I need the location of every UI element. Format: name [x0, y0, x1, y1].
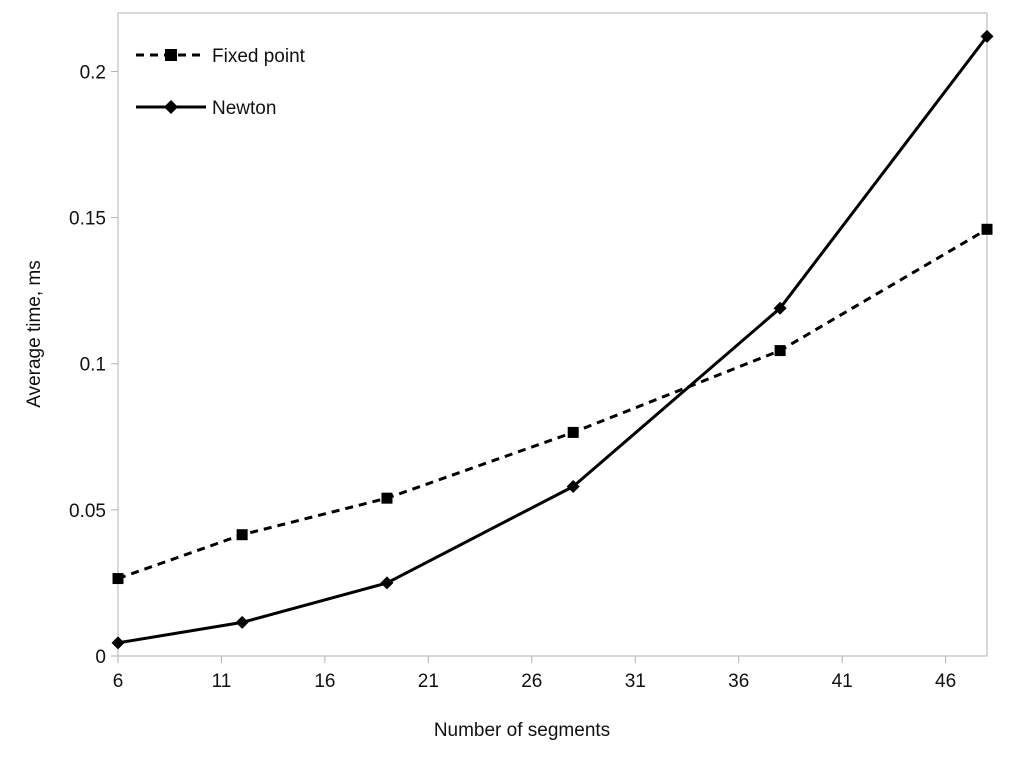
data-point [774, 345, 786, 357]
data-point [236, 529, 248, 541]
data-point [381, 492, 393, 504]
legend-item: Newton [136, 98, 276, 119]
data-point [235, 615, 249, 629]
x-tick-label: 26 [521, 671, 542, 692]
data-point [566, 479, 580, 493]
series-2 [111, 29, 994, 650]
x-tick-label: 16 [314, 671, 335, 692]
legend-label: Newton [212, 98, 276, 119]
series-layer [111, 29, 994, 650]
legend-item: Fixed point [136, 46, 306, 67]
y-axis: 0 0.05 0.1 0.15 0.2 [69, 62, 118, 668]
y-tick-label: 0.1 [80, 355, 106, 376]
plot-area [117, 12, 988, 657]
y-axis-title: Average time, ms [24, 260, 45, 407]
legend-label: Fixed point [212, 46, 306, 67]
x-tick-label: 36 [728, 671, 749, 692]
series-1 [112, 223, 993, 585]
legend-marker [164, 100, 178, 114]
series-line [117, 227, 988, 580]
x-tick-label: 41 [832, 671, 853, 692]
x-tick-label: 11 [212, 671, 232, 692]
y-tick-label: 0.2 [80, 62, 106, 83]
data-point [773, 301, 787, 315]
y-tick-label: 0.05 [69, 501, 106, 522]
legend-marker [165, 49, 177, 61]
data-point [111, 636, 125, 650]
series-line [117, 35, 989, 645]
data-point [380, 576, 394, 590]
x-tick-label: 46 [935, 671, 956, 692]
x-tick-label: 6 [113, 671, 124, 692]
data-point [980, 29, 994, 43]
legend: Fixed point Newton [136, 46, 306, 119]
y-tick-label: 0 [95, 647, 106, 668]
x-axis: 6 11 16 21 26 31 36 41 46 [113, 656, 956, 692]
data-point [567, 426, 579, 438]
y-tick-label: 0.15 [69, 209, 106, 230]
data-point [981, 223, 993, 235]
x-axis-title: Number of segments [434, 720, 610, 741]
x-tick-label: 21 [418, 671, 439, 692]
x-tick-label: 31 [625, 671, 646, 692]
data-point [112, 573, 124, 585]
